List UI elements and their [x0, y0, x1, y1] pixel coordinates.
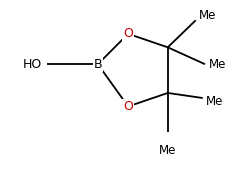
Text: O: O — [123, 100, 133, 113]
Text: Me: Me — [209, 58, 226, 71]
Text: Me: Me — [159, 144, 176, 157]
Text: HO: HO — [23, 58, 42, 71]
Text: B: B — [93, 58, 102, 71]
Text: Me: Me — [206, 95, 224, 108]
Text: Me: Me — [199, 9, 217, 22]
Text: O: O — [123, 27, 133, 40]
